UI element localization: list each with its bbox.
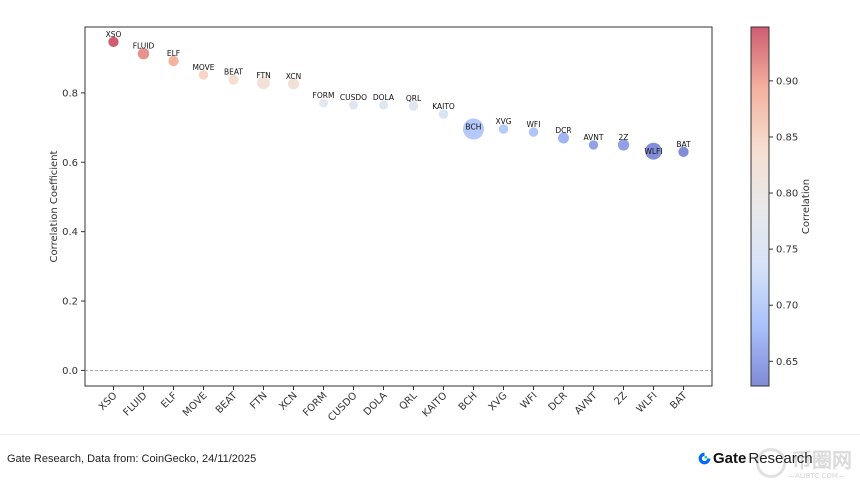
y-axis-label: Correlation Coefficient — [49, 150, 60, 262]
colorbar-tick-label: 0.85 — [776, 132, 798, 143]
x-tick-label: XCN — [277, 390, 299, 412]
x-tick-label: QRL — [397, 390, 419, 412]
data-point-ftn — [257, 76, 270, 90]
data-label-form: FORM — [313, 91, 335, 100]
gate-research-logo: Gate Research — [698, 450, 813, 467]
data-point-beat — [228, 74, 239, 85]
data-label-dcr: DCR — [555, 126, 571, 135]
y-tick-label: 0.4 — [62, 227, 78, 238]
data-point-form — [319, 98, 328, 108]
x-tick-label: FORM — [301, 390, 329, 418]
x-tick-label: 2Z — [612, 390, 629, 407]
colorbar-tick-label: 0.75 — [776, 245, 798, 256]
y-tick-label: 0.6 — [62, 158, 78, 169]
x-tick-label: KAITO — [421, 390, 450, 419]
x-tick-label: XSO — [97, 390, 120, 413]
data-point-xcn — [287, 78, 300, 90]
x-tick-label: ELF — [159, 390, 179, 410]
data-point-qrl — [408, 101, 419, 111]
data-label-fluid: FLUID — [133, 42, 155, 51]
data-point-2z — [617, 139, 630, 151]
data-label-move: MOVE — [192, 63, 214, 72]
data-point-dcr — [557, 132, 570, 144]
data-label-elf: ELF — [167, 49, 180, 58]
brand-name: Gate — [713, 450, 747, 467]
data-point-wfi — [528, 127, 539, 137]
y-tick-label: 0.2 — [62, 297, 78, 308]
data-label-cusdo: CUSDO — [340, 93, 367, 102]
data-point-xso — [108, 36, 119, 48]
colorbar-tick-label: 0.65 — [776, 357, 798, 368]
x-tick-label: AVNT — [573, 390, 600, 417]
x-tick-label: DOLA — [362, 390, 390, 418]
data-point-elf — [168, 55, 179, 67]
data-label-ftn: FTN — [256, 71, 270, 80]
data-point-bat — [678, 146, 689, 158]
x-tick-label: FTN — [248, 390, 269, 411]
x-tick-label: BAT — [668, 390, 690, 412]
data-point-xvg — [498, 124, 509, 134]
data-label-xso: XSO — [106, 30, 122, 39]
data-label-xcn: XCN — [286, 72, 301, 81]
data-label-xvg: XVG — [495, 117, 511, 126]
data-label-dola: DOLA — [373, 93, 395, 102]
plot-frame — [84, 26, 713, 387]
colorbar-label: Correlation — [801, 179, 812, 234]
y-tick-label: 0.0 — [62, 366, 78, 377]
data-label-bch: BCH — [466, 122, 482, 131]
footer-divider — [0, 434, 860, 435]
colorbar-tick-label: 0.70 — [776, 301, 798, 312]
data-label-beat: BEAT — [224, 68, 243, 77]
data-point-wlfi — [645, 142, 662, 160]
data-point-kaito — [438, 109, 449, 119]
gate-logo-icon — [698, 452, 711, 465]
correlation-scatter-chart: 0.0 0.2 0.4 0.6 0.8 Correlation Coefficient XS… — [49, 26, 812, 424]
colorbar-tick-label: 0.80 — [776, 189, 798, 200]
x-tick-label: WFI — [519, 390, 540, 411]
data-point-cusdo — [349, 100, 358, 110]
colorbar-tick-label: 0.90 — [776, 76, 798, 87]
x-tick-label: BEAT — [214, 390, 240, 416]
colorbar-gradient — [750, 26, 770, 387]
data-source-note: Gate Research, Data from: CoinGecko, 24/… — [7, 453, 257, 465]
data-label-wlfi: WLFI — [644, 147, 662, 156]
data-label-kaito: KAITO — [432, 102, 455, 111]
data-label-avnt: AVNT — [584, 133, 604, 142]
data-label-qrl: QRL — [406, 94, 422, 103]
data-point-fluid — [137, 48, 150, 60]
x-tick-label: XVG — [487, 390, 510, 413]
data-point-move — [198, 70, 209, 80]
x-tick-label: CUSDO — [326, 390, 359, 423]
x-tick-label: FLUID — [121, 390, 149, 418]
y-tick-label: 0.8 — [62, 88, 78, 99]
data-point-dola — [379, 100, 388, 110]
x-tick-label: MOVE — [181, 390, 210, 419]
watermark-subtext: —ALIBTC.COM— — [788, 472, 845, 480]
x-tick-label: DCR — [547, 390, 570, 413]
data-point-avnt — [588, 140, 599, 150]
data-label-wfi: WFI — [527, 120, 541, 129]
colorbar: 0.65 0.70 0.75 0.80 0.85 0.90 Correlation — [750, 26, 812, 387]
plot-area: 0.0 0.2 0.4 0.6 0.8 Correlation Coefficient XS… — [49, 26, 713, 424]
data-label-2z: 2Z — [619, 133, 629, 142]
data-label-bat: BAT — [676, 140, 691, 149]
brand-subtitle: Research — [748, 450, 813, 467]
x-tick-label: WLFI — [635, 390, 660, 415]
data-point-bch — [462, 118, 485, 140]
x-tick-label: BCH — [457, 390, 480, 413]
